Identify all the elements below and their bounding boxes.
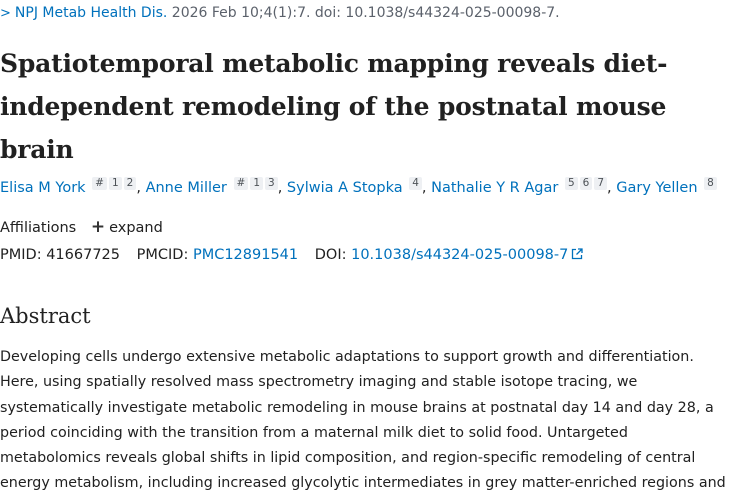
equal-contribution-mark[interactable]: # bbox=[92, 177, 107, 190]
plus-icon: + bbox=[90, 217, 106, 237]
doi-label: DOI: bbox=[314, 247, 347, 263]
title-line: Spatiotemporal metabolic mapping reveals… bbox=[0, 49, 668, 78]
journal-link[interactable]: NPJ Metab Health Dis. bbox=[14, 5, 168, 21]
title-line: brain bbox=[0, 135, 74, 164]
affiliations-row: Affiliations + expand bbox=[0, 216, 163, 239]
pmid-value: 41667725 bbox=[46, 247, 121, 263]
abstract-line: period coinciding with the transition fr… bbox=[0, 424, 628, 441]
abstract-line: systematically investigate metabolic rem… bbox=[0, 399, 714, 416]
chevron-right-icon: > bbox=[0, 6, 11, 21]
affiliation-mark[interactable]: 7 bbox=[594, 177, 608, 190]
affiliation-mark[interactable]: 4 bbox=[409, 177, 422, 190]
author-link[interactable]: Elisa M York bbox=[0, 180, 86, 196]
equal-contribution-mark[interactable]: # bbox=[233, 177, 249, 190]
pmid-label: PMID: bbox=[0, 247, 42, 263]
expand-affiliations-button[interactable]: + expand bbox=[90, 217, 163, 237]
author-link[interactable]: Gary Yellen bbox=[616, 180, 698, 196]
doi-value: 10.1038/s44324-025-00098-7 bbox=[351, 247, 569, 263]
affiliation-mark[interactable]: 5 bbox=[564, 177, 578, 190]
affiliation-mark[interactable]: 8 bbox=[704, 177, 717, 190]
abstract-line: Here, using spatially resolved mass spec… bbox=[0, 374, 638, 391]
pmcid-label: PMCID: bbox=[136, 247, 189, 263]
citation-line: > NPJ Metab Health Dis. 2026 Feb 10;4(1):… bbox=[0, 3, 560, 24]
affiliation-mark[interactable]: 1 bbox=[108, 177, 122, 190]
author: Elisa M York #1 2 bbox=[0, 177, 137, 196]
author: Gary Yellen 8 bbox=[616, 177, 717, 196]
author-link[interactable]: Nathalie Y R Agar bbox=[431, 180, 559, 196]
abstract-heading: Abstract bbox=[0, 304, 91, 328]
author-link[interactable]: Sylwia A Stopka bbox=[286, 180, 403, 196]
pmcid-link[interactable]: PMC12891541 bbox=[192, 247, 299, 263]
affiliation-mark[interactable]: 2 bbox=[123, 177, 137, 190]
article-title: Spatiotemporal metabolic mapping reveals… bbox=[0, 42, 740, 171]
external-link-icon bbox=[572, 248, 584, 260]
affiliation-mark[interactable]: 3 bbox=[265, 177, 278, 190]
author: Anne Miller #1 3 bbox=[145, 177, 278, 196]
expand-label: expand bbox=[109, 220, 163, 236]
author-link[interactable]: Anne Miller bbox=[145, 180, 227, 196]
author: Sylwia A Stopka 4 bbox=[286, 177, 422, 196]
affiliation-mark[interactable]: 1 bbox=[250, 177, 263, 190]
abstract-text: Developing cells undergo extensive metab… bbox=[0, 345, 750, 497]
affiliation-mark[interactable]: 6 bbox=[579, 177, 593, 190]
abstract-line: energy metabolism, including increased g… bbox=[0, 475, 726, 492]
abstract-line: metabolomics reveals global shifts in li… bbox=[0, 450, 696, 467]
doi-link[interactable]: 10.1038/s44324-025-00098-7 bbox=[351, 247, 584, 263]
title-line: independent remodeling of the postnatal … bbox=[0, 92, 667, 121]
author-list: Elisa M York #1 2, Anne Miller #1 3, Sylwi… bbox=[0, 177, 717, 199]
affiliations-label: Affiliations bbox=[0, 220, 77, 236]
citation-details: 2026 Feb 10;4(1):7. doi: 10.1038/s44324-… bbox=[171, 5, 560, 21]
identifiers-row: PMID: 41667725 PMCID: PMC12891541 DOI: 1… bbox=[0, 244, 584, 266]
abstract-line: Developing cells undergo extensive metab… bbox=[0, 349, 694, 365]
